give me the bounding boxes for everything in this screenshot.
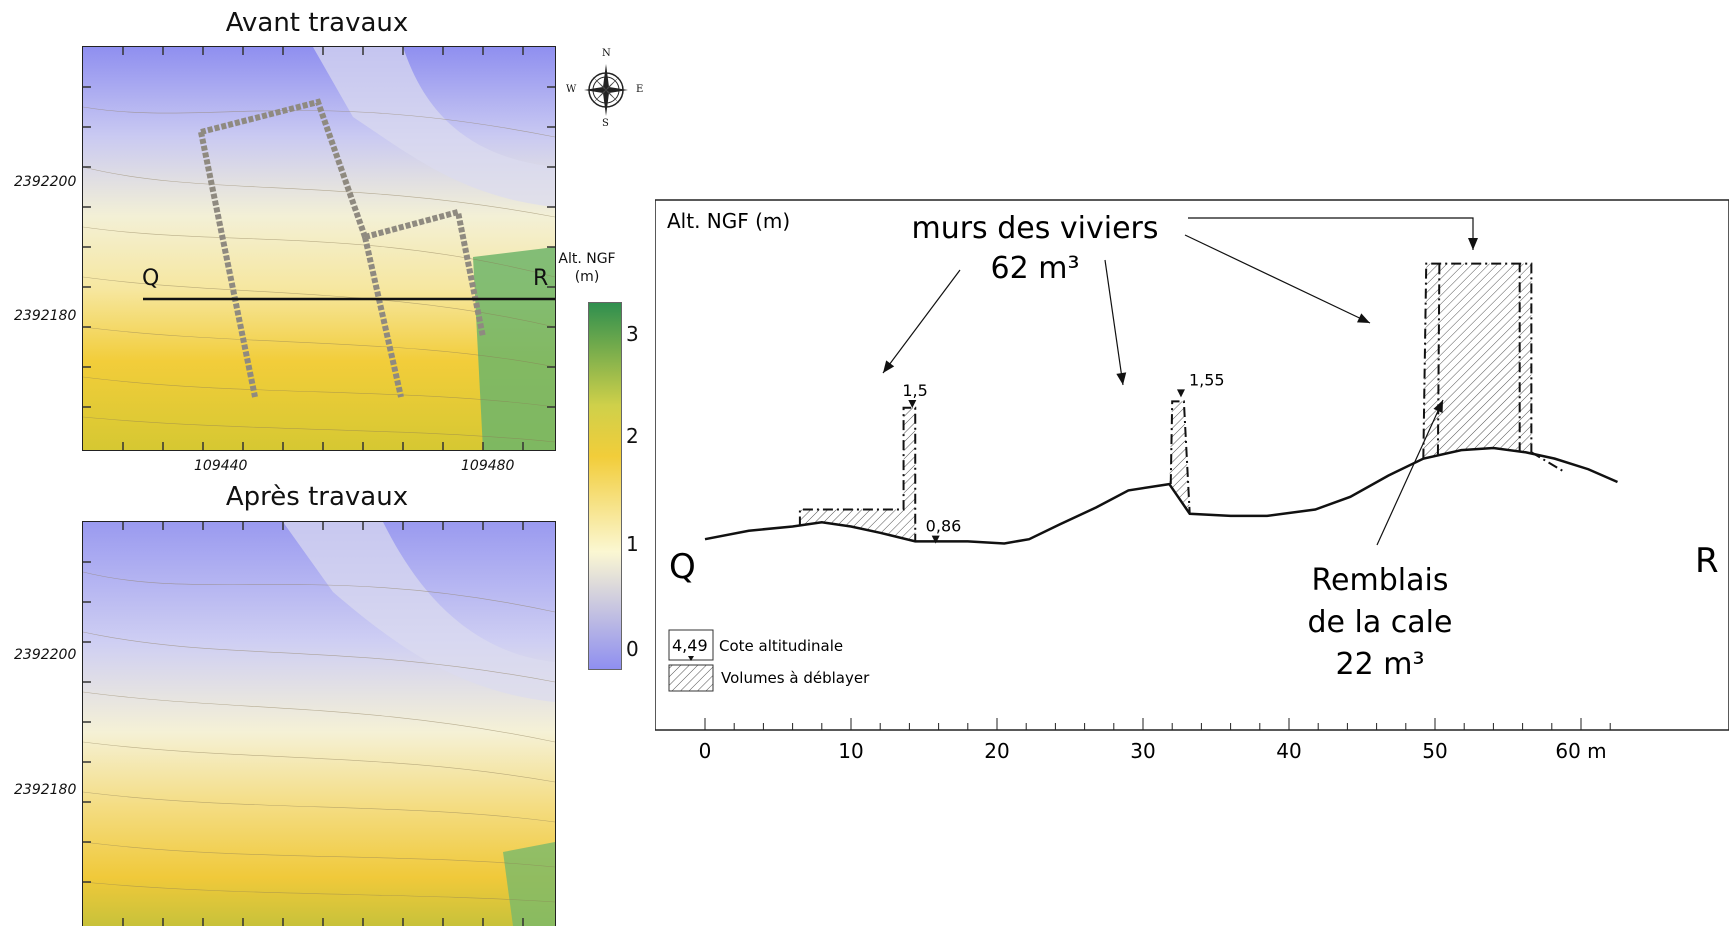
arrow-to-slipway — [1184, 234, 1371, 324]
map-ytick-2392200-after: 2392200 — [14, 647, 77, 663]
walls-before — [198, 98, 486, 398]
map-before-svg — [83, 47, 555, 450]
spot-height-label: 1,5 — [902, 381, 927, 400]
arrow-to-wall-1 — [882, 269, 961, 374]
slipway-outline-tail — [1530, 451, 1564, 473]
x-tick-label: 60 m — [1555, 739, 1606, 763]
color-scale-tick-2: 2 — [626, 424, 639, 448]
x-tick-label: 0 — [699, 739, 712, 763]
map-before — [82, 46, 556, 451]
arrow-to-fill-head — [1433, 400, 1443, 413]
hatch-area-wall-1-post — [903, 407, 916, 542]
wall-2-outline — [1169, 400, 1191, 514]
color-scale-bar — [588, 302, 622, 670]
spot-height-label: 1,55 — [1189, 370, 1225, 389]
map-before-q-label: Q — [142, 266, 160, 291]
color-scale-tick-1: 1 — [626, 532, 639, 556]
map-ytick-2392180-after: 2392180 — [14, 782, 77, 798]
fill-label-line1: Remblais — [1312, 563, 1449, 598]
ground-profile-line — [704, 446, 1618, 545]
legend-spot-label: Cote altitudinale — [719, 637, 843, 655]
x-tick-label: 20 — [984, 739, 1009, 763]
spot-height-marker — [931, 535, 940, 544]
compass-rose-icon — [584, 64, 628, 116]
arrow-to-wall-2 — [1104, 259, 1124, 386]
fill-label-line2: de la cale — [1308, 605, 1453, 640]
fill-label-line3: 22 m³ — [1336, 647, 1425, 682]
walls-label-line1: murs des viviers — [911, 211, 1158, 246]
legend-spot-value: 4,49 — [672, 636, 708, 655]
compass-s: S — [602, 118, 609, 129]
spot-height-label: 0,86 — [926, 517, 962, 536]
green-zone-after — [503, 842, 555, 926]
map-after — [82, 521, 556, 926]
arrow-to-slipway-top — [1188, 217, 1474, 250]
map-xtick-109480: 109480 — [461, 458, 515, 474]
chart-r-label: R — [1695, 541, 1719, 581]
compass-e: E — [636, 84, 644, 95]
x-tick-label: 50 — [1422, 739, 1447, 763]
terrain-before — [83, 47, 555, 450]
walls-label-line2: 62 m³ — [991, 251, 1080, 286]
arrow-to-slipway-head — [1357, 313, 1370, 323]
compass-w: W — [566, 84, 577, 95]
plot-frame — [655, 199, 1729, 731]
grey-band-before — [313, 47, 555, 207]
color-scale-tick-0: 0 — [626, 637, 639, 661]
legend-hatch-swatch — [668, 664, 714, 692]
y-axis-label: Alt. NGF (m) — [667, 209, 790, 233]
wall-1-outline — [798, 406, 917, 542]
chart-q-label: Q — [669, 547, 696, 587]
color-scale-tick-3: 3 — [626, 322, 639, 346]
legend-spot-marker — [688, 656, 694, 661]
compass-n: N — [602, 48, 611, 59]
arrow-to-slipway-top-head — [1468, 238, 1478, 250]
legend-spot-box — [668, 629, 714, 661]
grey-band-after — [283, 522, 555, 702]
hatch-area-slipway — [1423, 263, 1532, 459]
map-ytick-2392180-before: 2392180 — [14, 308, 77, 324]
spot-height-marker — [1176, 389, 1185, 398]
legend-hatch-label: Volumes à déblayer — [721, 669, 870, 687]
map-xtick-109440: 109440 — [194, 458, 248, 474]
map-before-title: Avant travaux — [225, 8, 409, 38]
map-after-title: Après travaux — [225, 482, 409, 512]
slipway-outline-outer — [1422, 262, 1533, 459]
slipway-outline-inner-left — [1436, 263, 1441, 455]
x-tick-label: 10 — [838, 739, 863, 763]
map-after-svg — [83, 522, 555, 926]
arrow-to-fill — [1376, 399, 1444, 546]
color-scale-title: Alt. NGF (m) — [552, 250, 622, 286]
x-tick-label: 30 — [1130, 739, 1155, 763]
map-before-r-label: R — [533, 266, 549, 291]
map-ytick-2392200-before: 2392200 — [14, 174, 77, 190]
spot-height-marker — [908, 400, 917, 408]
arrow-to-wall-1-head — [883, 360, 895, 373]
terrain-after — [83, 522, 555, 926]
x-tick-label: 40 — [1276, 739, 1301, 763]
color-scale-title-line1: Alt. NGF — [558, 251, 616, 267]
arrow-to-wall-2-head — [1116, 372, 1127, 385]
color-scale-title-line2: (m) — [574, 269, 600, 285]
